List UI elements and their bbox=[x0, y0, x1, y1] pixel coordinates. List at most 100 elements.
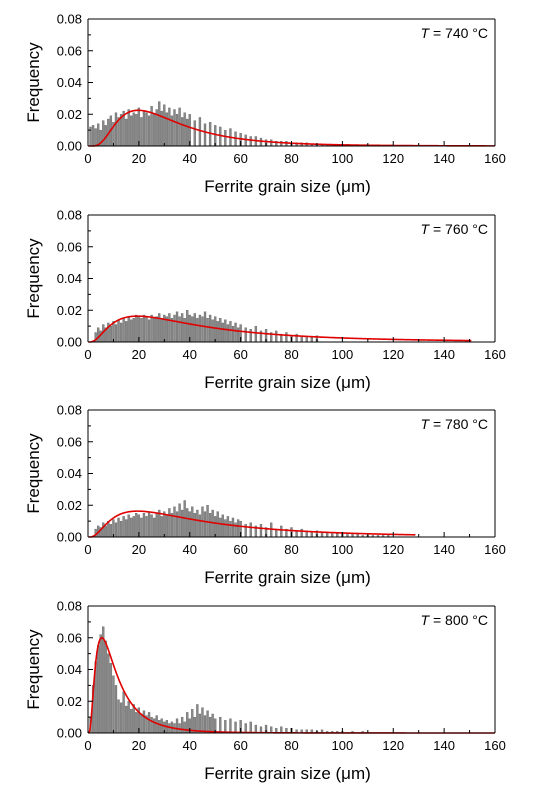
histogram-bar bbox=[173, 506, 176, 538]
histogram-bar bbox=[285, 332, 288, 343]
histogram-bar bbox=[107, 653, 110, 734]
x-tick-label: 40 bbox=[183, 151, 197, 166]
histogram-bar bbox=[97, 645, 100, 734]
x-tick-label: 60 bbox=[233, 151, 247, 166]
histogram-bar bbox=[114, 685, 118, 734]
y-tick-label: 0.02 bbox=[57, 498, 82, 513]
temperature-symbol: T bbox=[421, 25, 431, 41]
histogram-bar bbox=[191, 316, 194, 343]
fit-curve bbox=[88, 510, 416, 538]
histogram-bar bbox=[104, 640, 107, 734]
y-axis-title: Frequency bbox=[24, 629, 43, 710]
histogram-bar bbox=[158, 101, 161, 147]
histogram-bar bbox=[163, 511, 166, 538]
chart-panel-2: 0 20 40 60 80 100 120 140 160 0.00 0.02 0.04 0.06 0.0… bbox=[24, 208, 506, 393]
y-tick-label: 0.04 bbox=[57, 662, 82, 677]
histogram-bar bbox=[219, 716, 222, 734]
x-tick-label: 0 bbox=[84, 542, 91, 557]
histogram-bar bbox=[203, 511, 207, 538]
histogram-bar bbox=[196, 704, 199, 734]
histogram-bar bbox=[135, 513, 138, 538]
histogram-bar bbox=[132, 318, 135, 343]
histogram-bar bbox=[150, 514, 153, 538]
histogram-bar bbox=[226, 324, 230, 343]
histogram-bar bbox=[122, 691, 125, 734]
histogram-bar bbox=[203, 123, 207, 147]
histogram-bar bbox=[180, 716, 184, 734]
histogram-bar bbox=[254, 724, 258, 734]
histogram-bar bbox=[102, 626, 105, 734]
y-tick-label: 0.06 bbox=[57, 630, 82, 645]
histogram-bar bbox=[175, 511, 179, 538]
histogram-bar bbox=[201, 707, 204, 734]
x-tick-label: 40 bbox=[183, 347, 197, 362]
x-axis-title: Ferrite grain size (μm) bbox=[204, 177, 371, 196]
y-tick-label: 0.04 bbox=[57, 271, 82, 286]
histogram-bar bbox=[249, 329, 252, 343]
temperature-annotation: T = 800 °C bbox=[421, 612, 488, 628]
y-tick-label: 0.00 bbox=[57, 335, 82, 350]
histogram-bar bbox=[152, 114, 156, 147]
histogram-bar bbox=[244, 327, 247, 343]
histogram-bar bbox=[170, 318, 174, 343]
histogram-bar bbox=[305, 337, 308, 343]
histogram-bar bbox=[152, 718, 156, 734]
histogram-bar bbox=[173, 314, 176, 343]
x-tick-label: 0 bbox=[84, 347, 91, 362]
histogram-bar bbox=[198, 117, 202, 147]
histogram-bar bbox=[168, 107, 171, 147]
histogram-bar bbox=[142, 513, 146, 538]
histogram-bar bbox=[180, 313, 184, 343]
histogram-bar bbox=[97, 123, 100, 147]
histogram-bar bbox=[193, 513, 196, 538]
histogram-bar bbox=[219, 126, 222, 147]
x-tick-label: 0 bbox=[84, 151, 91, 166]
x-tick-label: 140 bbox=[433, 151, 455, 166]
x-tick-label: 20 bbox=[132, 347, 146, 362]
histogram-bar bbox=[127, 109, 130, 147]
histogram-bar bbox=[168, 508, 171, 538]
histogram-bar bbox=[104, 525, 107, 538]
temperature-symbol: T bbox=[421, 612, 431, 628]
temperature-value: = 740 °C bbox=[429, 25, 488, 41]
histogram-bar bbox=[229, 321, 232, 343]
x-tick-label: 40 bbox=[183, 738, 197, 753]
histogram-bar bbox=[117, 517, 120, 538]
histogram-bar bbox=[175, 114, 179, 147]
x-tick-label: 60 bbox=[233, 738, 247, 753]
histogram-bar bbox=[97, 327, 100, 343]
y-tick-label: 0.06 bbox=[57, 239, 82, 254]
histogram-bar bbox=[150, 314, 153, 343]
histogram-bar bbox=[147, 115, 151, 147]
histogram-bar bbox=[125, 321, 128, 343]
histogram-bar bbox=[170, 513, 174, 538]
histogram-bar bbox=[114, 522, 118, 538]
y-tick-label: 0.06 bbox=[57, 434, 82, 449]
histogram-bar bbox=[155, 513, 158, 538]
x-tick-label: 100 bbox=[332, 738, 354, 753]
histogram-bar bbox=[112, 675, 115, 734]
x-tick-label: 140 bbox=[433, 738, 455, 753]
histogram-bar bbox=[127, 701, 130, 734]
histogram-bar bbox=[310, 532, 314, 538]
histogram-bar bbox=[152, 318, 156, 343]
histogram-bar bbox=[132, 516, 135, 538]
histogram-bar bbox=[140, 117, 143, 147]
histogram-bar bbox=[150, 716, 153, 734]
histogram-bar bbox=[224, 129, 227, 147]
y-tick-label: 0.04 bbox=[57, 75, 82, 90]
histogram-bar bbox=[125, 118, 128, 147]
histogram-bar bbox=[155, 316, 158, 343]
histogram-bar bbox=[300, 528, 303, 538]
histogram-bar bbox=[140, 318, 143, 343]
histogram-bar bbox=[203, 715, 207, 734]
histogram-bar bbox=[168, 313, 171, 343]
temperature-value: = 800 °C bbox=[429, 612, 488, 628]
histogram-bar bbox=[186, 508, 189, 538]
histogram-bar bbox=[132, 704, 135, 734]
histogram-bar bbox=[142, 110, 146, 147]
x-tick-label: 120 bbox=[382, 542, 404, 557]
histogram-bar bbox=[186, 310, 189, 343]
histogram-bar bbox=[135, 114, 138, 147]
histogram-bar bbox=[183, 112, 186, 147]
